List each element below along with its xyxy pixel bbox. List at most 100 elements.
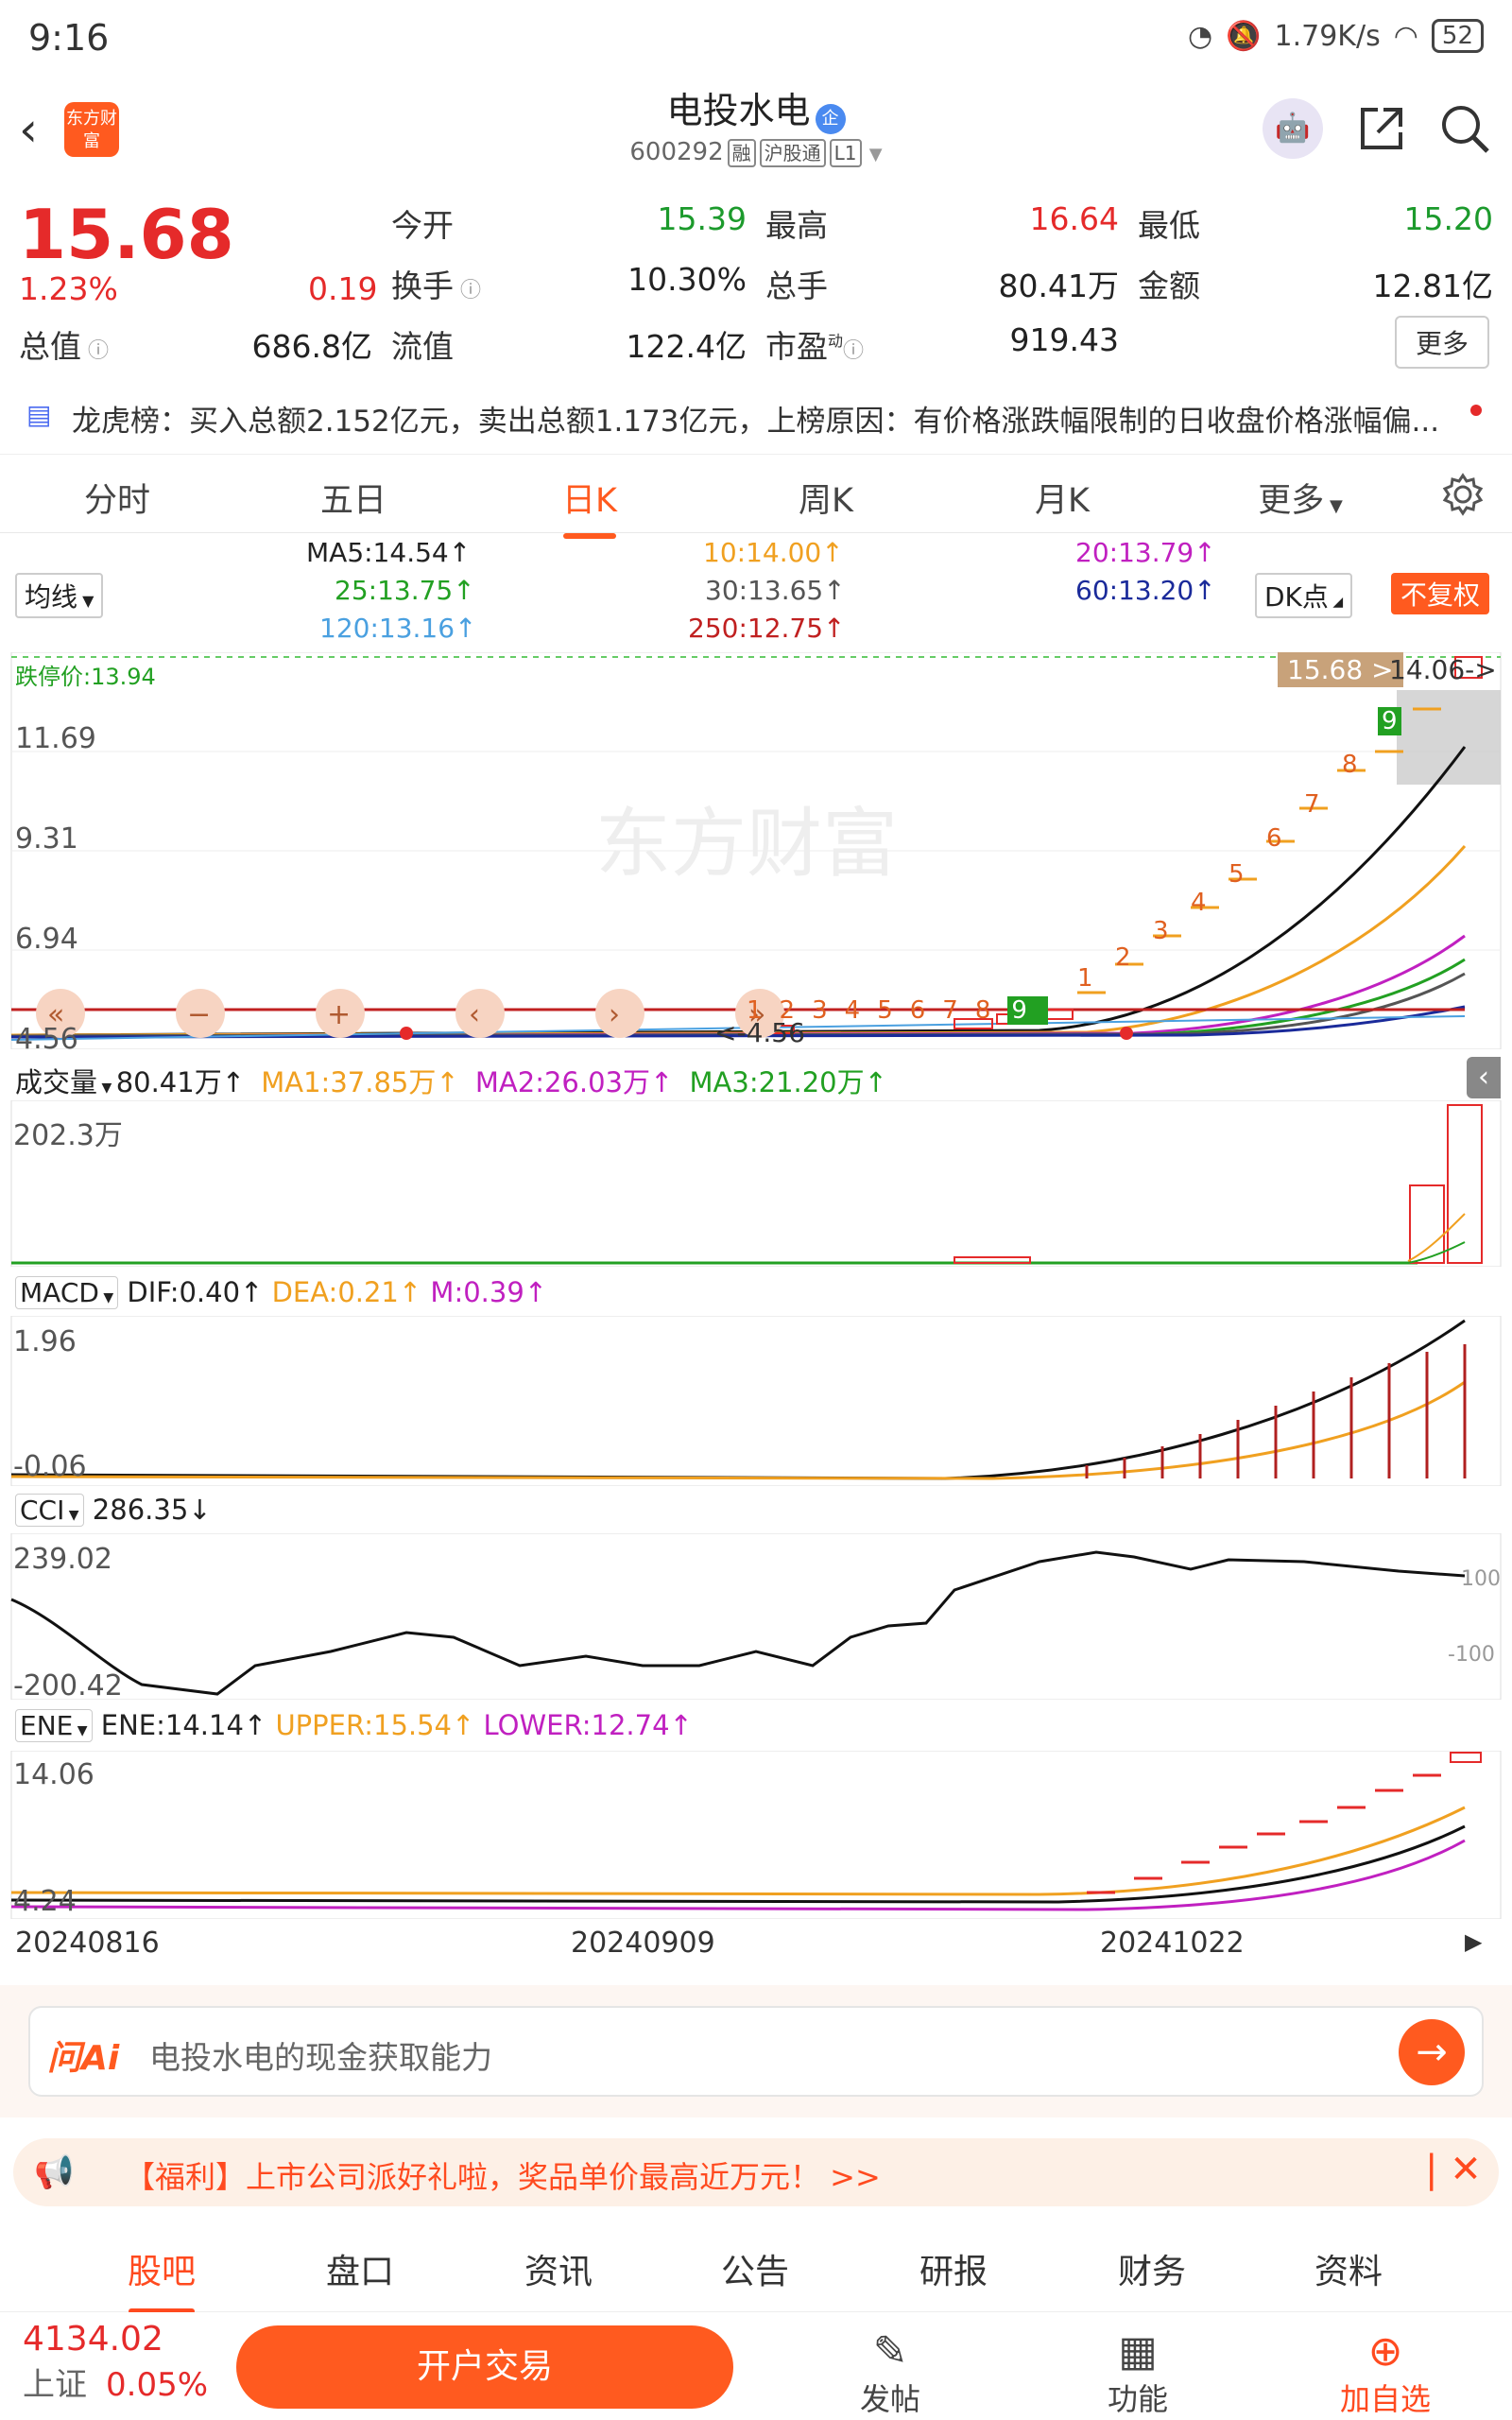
float-value: 122.4亿 — [626, 328, 747, 365]
float-value-label: 流值 — [391, 328, 454, 365]
open-account-trade-button[interactable]: 开户交易 — [236, 2325, 733, 2409]
tab-news[interactable]: 资讯 — [524, 2253, 593, 2291]
tab-finance[interactable]: 财务 — [1117, 2253, 1186, 2291]
ma60: 60:13.20↑ — [1075, 575, 1216, 606]
high-label: 最高 — [765, 207, 828, 244]
price-axis-2: 9.31 — [15, 822, 78, 856]
seq-marker-8: 8 — [1342, 751, 1358, 779]
high-value: 16.64 — [1029, 200, 1119, 237]
more-quote-button[interactable]: 更多 — [1395, 316, 1490, 369]
tab-monthly-k[interactable]: 月K — [1035, 482, 1090, 520]
tab-forum[interactable]: 股吧 — [62, 2244, 261, 2314]
ai-question: 电投水电的现金获取能力 — [149, 2039, 492, 2076]
date-axis: 20240816 20240909 20241022 ▶ — [0, 1921, 1512, 1970]
content-tabs: 股吧 盘口 资讯 公告 研报 财务 资料 — [0, 2221, 1512, 2314]
add-watchlist-button[interactable]: ⊕ 加自选 — [1319, 2327, 1452, 2419]
close-icon[interactable]: | ✕ — [1425, 2148, 1482, 2191]
ene-header[interactable]: ENE ▼ ENE:14.14↑ UPPER:15.54↑ LOWER:12.7… — [15, 1709, 693, 1742]
status-bar: 9:16 ◔ 🔕 1.79K/s ◠ 52 — [0, 0, 1512, 76]
seq-marker-1: 1 — [1077, 964, 1093, 993]
tab-intraday[interactable]: 分时 — [83, 482, 150, 520]
stock-name: 电投水电 — [666, 90, 811, 131]
volume-value: 80.41万 — [998, 268, 1119, 304]
play-icon[interactable]: ▶ — [1465, 1928, 1483, 1955]
open-value: 15.39 — [657, 200, 747, 237]
tab-weekly-k[interactable]: 周K — [799, 482, 853, 520]
tab-announcements[interactable]: 公告 — [720, 2253, 789, 2291]
robot-avatar-icon[interactable]: 🤖 — [1263, 98, 1323, 159]
dragon-tiger-bar[interactable]: ▤ 龙虎榜：买入总额2.152亿元，卖出总额1.173亿元，上榜原因：有价格涨跌… — [0, 386, 1512, 448]
grid-icon: ▦ — [1118, 2327, 1158, 2376]
seq-marker-5: 5 — [1228, 860, 1245, 889]
cci-ref-high: 100 — [1461, 1567, 1501, 1591]
low-label: 最低 — [1138, 207, 1200, 244]
low-price-tag: <-4.56 — [714, 1017, 805, 1048]
tab-profile[interactable]: 资料 — [1314, 2253, 1383, 2291]
chevron-down-icon[interactable]: ▼ — [868, 145, 883, 164]
zoom-in-icon: + — [327, 998, 351, 1031]
cci-header[interactable]: CCI ▼ 286.35↓ — [15, 1494, 212, 1527]
scroll-right-icon: › — [609, 998, 620, 1031]
ma30: 30:13.65↑ — [705, 575, 846, 606]
price-axis-3: 6.94 — [15, 923, 78, 956]
tab-more[interactable]: 更多 ▼ — [1258, 482, 1343, 520]
seq-markers-early: 12345678 9 — [747, 996, 1048, 1025]
index-value: 4134.02 — [23, 2320, 163, 2359]
dk-point-button[interactable]: DK点 ◢ — [1255, 573, 1353, 618]
volume-chart — [10, 1100, 1502, 1267]
tab-five-day[interactable]: 五日 — [319, 482, 387, 520]
kline-chart[interactable]: 东方财富 « − + ‹ › » — [0, 652, 1512, 1049]
change-amount: 0.19 — [308, 270, 378, 307]
change-percent: 1.23% — [19, 270, 118, 307]
volume-label: 总手 — [765, 268, 828, 304]
ma20: 20:13.79↑ — [1075, 537, 1216, 568]
seq-marker-6: 6 — [1266, 824, 1282, 853]
cci-ref-low: -100 — [1448, 1643, 1495, 1667]
total-value: 686.8亿 — [251, 328, 372, 365]
share-icon[interactable] — [1355, 102, 1408, 155]
stock-code: 600292 — [629, 138, 724, 166]
ma120: 120:13.16↑ — [319, 613, 477, 644]
plus-circle-icon: ⊕ — [1367, 2327, 1403, 2376]
promo-banner[interactable]: 📢 【福利】上市公司派好礼啦，奖品单价最高近万元！ >> | ✕ — [13, 2138, 1499, 2206]
functions-button[interactable]: ▦ 功能 — [1072, 2327, 1204, 2419]
zoom-out-icon: − — [187, 998, 211, 1031]
seq-marker-4: 4 — [1191, 889, 1207, 917]
open-label: 今开 — [391, 207, 454, 244]
volume-axis-top: 202.3万 — [13, 1119, 123, 1152]
index-widget[interactable]: 4134.02 上证 0.05% — [23, 2320, 212, 2405]
app-logo[interactable]: 东方财富 — [64, 102, 119, 157]
tag-margin: 融 — [727, 139, 756, 167]
unread-dot — [1470, 405, 1482, 416]
tab-daily-k[interactable]: 日K — [495, 474, 684, 539]
ene-chart — [10, 1751, 1502, 1919]
search-icon[interactable] — [1436, 100, 1493, 157]
speed-icon: ◔ — [1187, 19, 1213, 53]
tab-research[interactable]: 研报 — [919, 2253, 988, 2291]
seq-marker-2: 2 — [1115, 943, 1131, 972]
seq-marker-7: 7 — [1304, 790, 1320, 819]
macd-header[interactable]: MACD ▼ DIF:0.40↑ DEA:0.21↑ M:0.39↑ — [15, 1276, 547, 1309]
date-start: 20240816 — [15, 1927, 160, 1960]
post-button[interactable]: ✎ 发帖 — [824, 2327, 956, 2419]
macd-chart — [10, 1316, 1502, 1486]
indicator-select[interactable]: 均线 ▼ — [15, 573, 104, 618]
collapse-panel-icon[interactable]: ‹ — [1467, 1057, 1501, 1098]
mute-icon: 🔕 — [1226, 19, 1262, 53]
back-icon[interactable]: ‹ — [19, 102, 38, 157]
settings-gear-icon[interactable] — [1440, 472, 1486, 517]
dragon-tiger-text: 龙虎榜：买入总额2.152亿元，卖出总额1.173亿元，上榜原因：有价格涨跌幅限… — [72, 405, 1440, 439]
scroll-left-icon: ‹ — [469, 998, 480, 1031]
ai-ask-bar[interactable]: 问Ai 电投水电的现金获取能力 → — [28, 2006, 1484, 2097]
low-value: 15.20 — [1403, 200, 1493, 237]
tab-order-book[interactable]: 盘口 — [325, 2253, 394, 2291]
volume-header: 成交量 ▼ 80.41万↑ MA1:37.85万↑ MA2:26.03万↑ MA… — [15, 1066, 887, 1098]
current-price-tag: 15.68 > — [1278, 652, 1403, 687]
adjust-mode-button[interactable]: 不复权 — [1391, 573, 1490, 614]
status-time: 9:16 — [28, 17, 110, 59]
cci-axis-top: 239.02 — [13, 1543, 112, 1576]
total-value-label: 总值 ⓘ — [19, 328, 109, 365]
ene-axis-top: 14.06 — [13, 1758, 94, 1791]
arrow-right-icon[interactable]: → — [1399, 2019, 1465, 2085]
pe-value: 919.43 — [1009, 321, 1119, 358]
